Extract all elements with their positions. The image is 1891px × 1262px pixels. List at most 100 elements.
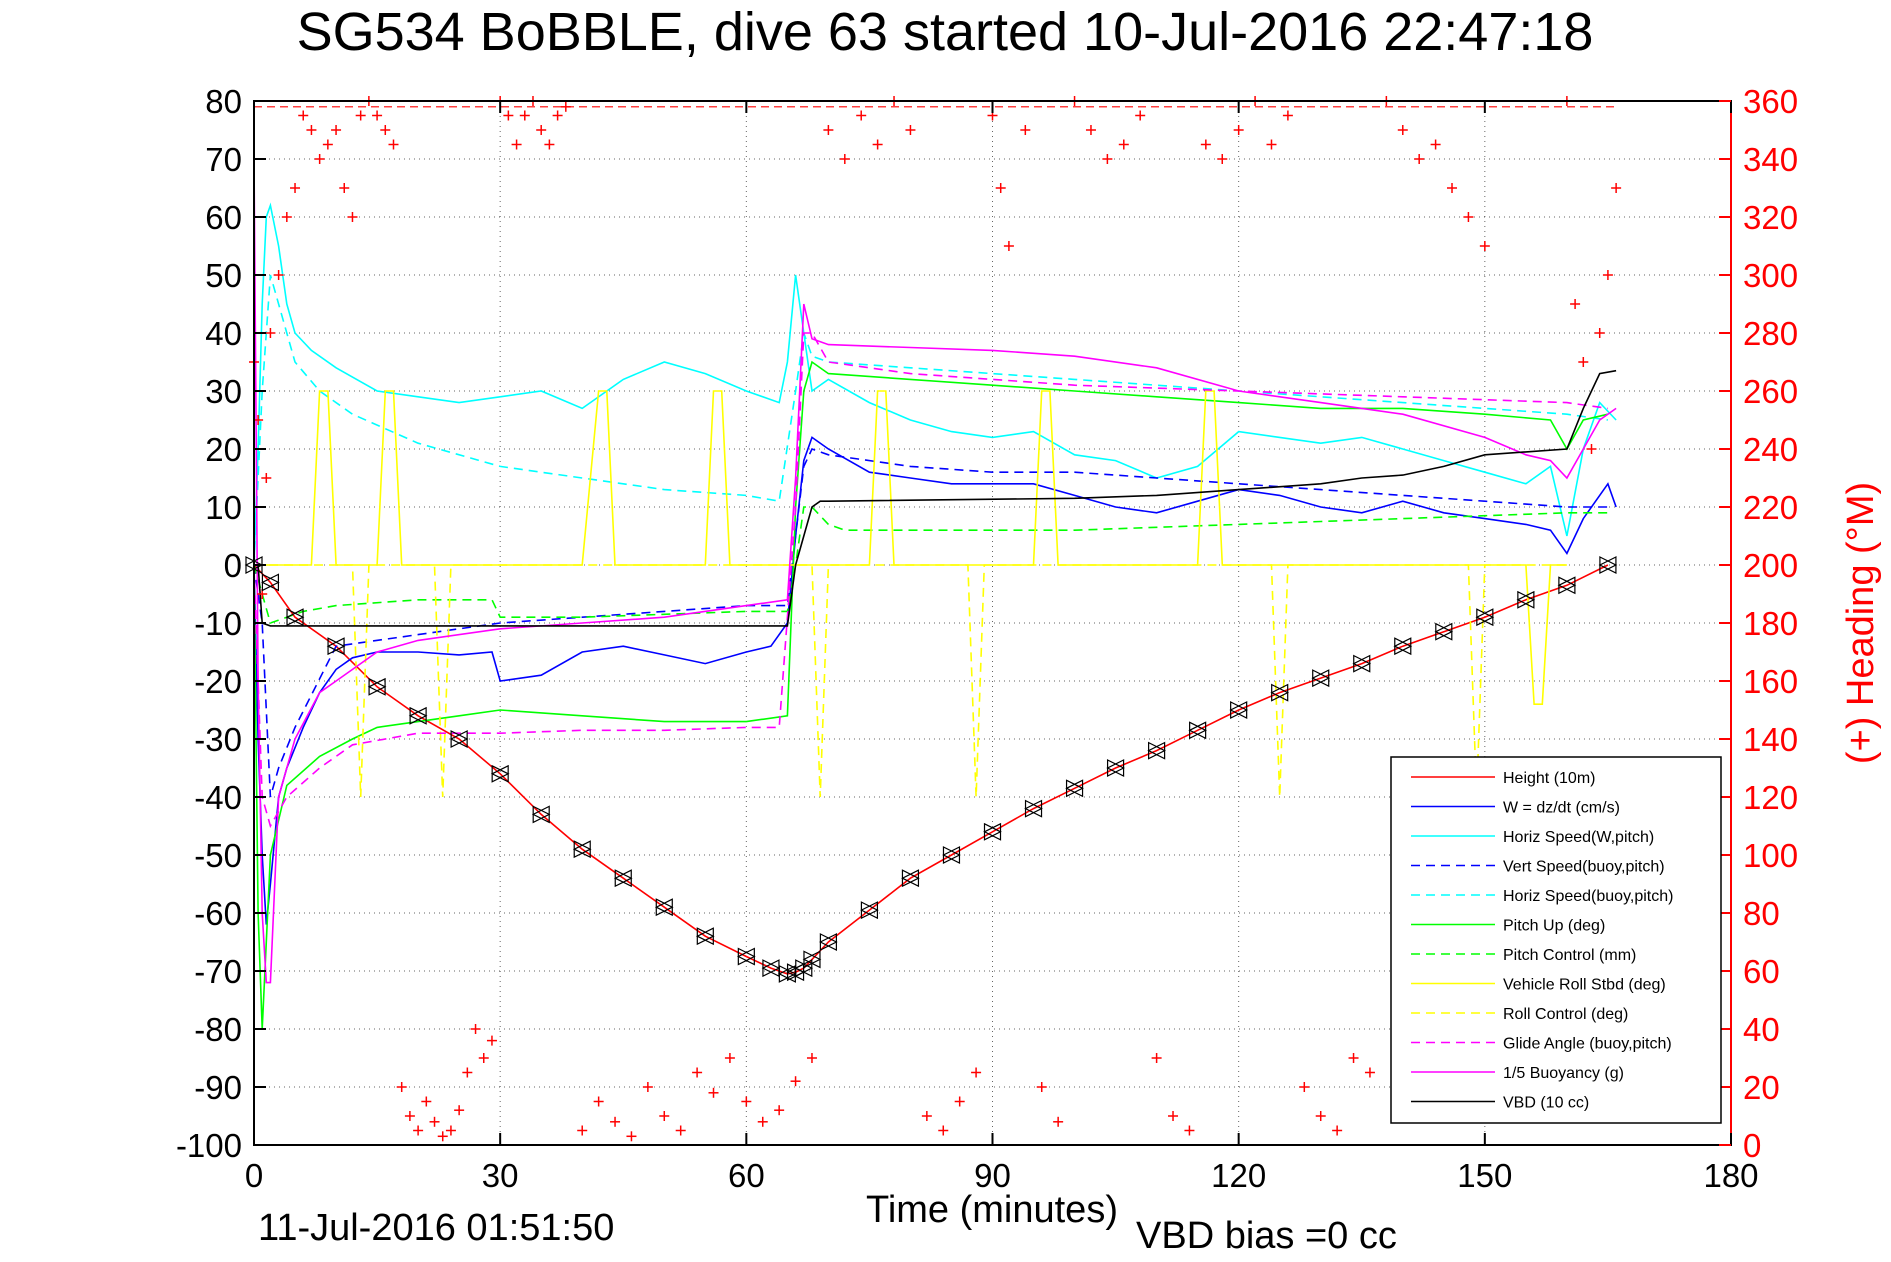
heading-point bbox=[445, 1125, 456, 1136]
heading-point bbox=[454, 1105, 465, 1116]
height-markers bbox=[244, 556, 1618, 983]
heading-point bbox=[757, 1116, 768, 1127]
heading-point bbox=[347, 212, 358, 222]
heading-point bbox=[1397, 125, 1408, 135]
x-tick-label: 120 bbox=[1211, 1157, 1266, 1194]
y-tick-label: 30 bbox=[205, 373, 242, 410]
heading-point bbox=[1447, 183, 1458, 193]
heading-point bbox=[1217, 154, 1228, 164]
heading-point bbox=[380, 125, 391, 135]
heading-point bbox=[536, 125, 547, 135]
heading-point bbox=[774, 1105, 785, 1116]
height-marker bbox=[654, 898, 674, 917]
series-line-3 bbox=[253, 448, 1608, 798]
series-line-4 bbox=[253, 274, 1609, 566]
heading-point bbox=[355, 110, 366, 121]
height-marker bbox=[942, 846, 961, 864]
legend-label: Height (10m) bbox=[1503, 770, 1595, 787]
heading-point bbox=[1348, 1053, 1359, 1063]
y2-tick-label: 360 bbox=[1743, 83, 1798, 120]
heading-point bbox=[1102, 154, 1113, 164]
y2-tick-label: 0 bbox=[1743, 1127, 1761, 1164]
chart-title: SG534 BoBBLE, dive 63 started 10-Jul-201… bbox=[297, 2, 1594, 62]
series-line-8 bbox=[254, 564, 1567, 798]
heading-point bbox=[1233, 125, 1244, 135]
y2-tick-label: 280 bbox=[1743, 315, 1798, 352]
heading-point bbox=[823, 125, 834, 135]
heading-point bbox=[1003, 241, 1014, 251]
legend-label: 1/5 Buoyancy (g) bbox=[1503, 1065, 1624, 1082]
y-tick-label: -90 bbox=[194, 1069, 242, 1106]
series-line-1 bbox=[253, 436, 1617, 925]
heading-point bbox=[290, 183, 301, 193]
heading-point bbox=[273, 270, 284, 280]
heading-point bbox=[1266, 139, 1277, 150]
height-marker bbox=[1393, 637, 1413, 656]
series-line-11 bbox=[254, 369, 1617, 627]
heading-point bbox=[1168, 1111, 1179, 1121]
heading-point bbox=[261, 473, 272, 483]
y-tick-label: -50 bbox=[194, 837, 242, 874]
y-tick-label: -80 bbox=[194, 1011, 242, 1048]
heading-point bbox=[552, 110, 563, 121]
y2-tick-label: 320 bbox=[1743, 199, 1798, 236]
heading-point bbox=[1463, 212, 1474, 222]
heading-point bbox=[577, 1125, 588, 1136]
legend-label: Vert Speed(buoy,pitch) bbox=[1503, 859, 1665, 876]
x-tick-label: 60 bbox=[728, 1157, 765, 1194]
height-marker bbox=[1516, 590, 1536, 609]
height-marker bbox=[261, 573, 280, 592]
y2-tick-label: 180 bbox=[1743, 605, 1798, 642]
series-line-0 bbox=[253, 564, 1609, 975]
heading-point bbox=[470, 1024, 481, 1034]
heading-point bbox=[806, 1053, 817, 1063]
y2-axis-ticks: 3603403203002802602402202001801601401201… bbox=[1719, 83, 1798, 1164]
y2-tick-label: 220 bbox=[1743, 489, 1798, 526]
heading-point bbox=[921, 1111, 932, 1121]
heading-point bbox=[429, 1116, 440, 1127]
heading-point bbox=[1053, 1116, 1064, 1127]
height-marker bbox=[490, 764, 510, 783]
y-tick-label: 70 bbox=[205, 141, 242, 178]
heading-point bbox=[856, 110, 867, 121]
heading-point bbox=[642, 1082, 653, 1092]
heading-point bbox=[1282, 110, 1293, 121]
series-layer bbox=[253, 158, 1617, 1030]
series-line-10 bbox=[253, 158, 1617, 984]
heading-point bbox=[1299, 1082, 1310, 1092]
heading-point bbox=[839, 154, 850, 164]
heading-point bbox=[339, 183, 350, 193]
height-marker bbox=[695, 927, 715, 946]
height-marker bbox=[1065, 779, 1084, 798]
legend-label: W = dz/dt (cm/s) bbox=[1503, 800, 1620, 817]
heading-point bbox=[503, 110, 514, 121]
heading-point bbox=[872, 139, 883, 150]
x-tick-label: 90 bbox=[974, 1157, 1011, 1194]
height-marker bbox=[326, 637, 346, 656]
heading-point bbox=[954, 1096, 965, 1107]
footer-vbd-bias: VBD bias =0 cc bbox=[1136, 1215, 1397, 1257]
heading-point bbox=[1430, 139, 1441, 150]
legend-label: Glide Angle (buoy,pitch) bbox=[1503, 1036, 1672, 1053]
heading-point bbox=[675, 1125, 686, 1136]
height-marker bbox=[1557, 576, 1577, 595]
height-marker bbox=[408, 706, 428, 725]
heading-point bbox=[938, 1125, 949, 1136]
heading-point bbox=[478, 1053, 489, 1063]
heading-point bbox=[486, 1035, 497, 1046]
heading-point bbox=[593, 1096, 604, 1107]
heading-point bbox=[1118, 139, 1129, 150]
footer-timestamp: 11-Jul-2016 01:51:50 bbox=[258, 1207, 614, 1249]
heading-point bbox=[1602, 270, 1613, 280]
heading-point bbox=[659, 1111, 670, 1121]
heading-point bbox=[1200, 139, 1211, 150]
height-marker bbox=[983, 822, 1002, 841]
height-marker bbox=[802, 950, 822, 969]
heading-point bbox=[1020, 125, 1031, 135]
heading-point bbox=[708, 1087, 719, 1098]
heading-point bbox=[1414, 154, 1425, 164]
heading-point bbox=[404, 1111, 415, 1121]
height-marker bbox=[860, 901, 879, 920]
heading-point bbox=[1611, 183, 1622, 193]
